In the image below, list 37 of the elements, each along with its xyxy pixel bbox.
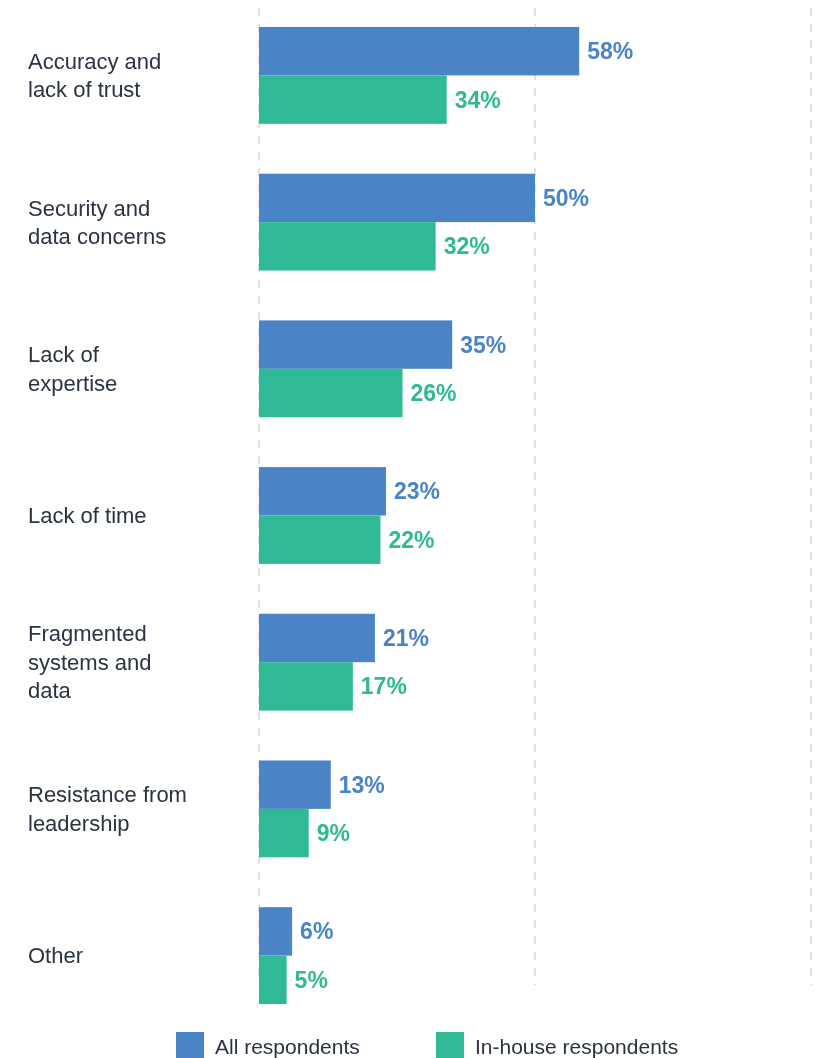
bar [259, 760, 331, 809]
bar [259, 222, 436, 271]
bar [259, 808, 309, 858]
data-label: 34% [454, 86, 501, 113]
y-tick-label: Other [28, 943, 84, 969]
y-tick-label: Fragmented systems and data [28, 621, 152, 704]
data-label: 6% [300, 918, 334, 945]
data-label: 22% [388, 526, 435, 553]
legend-label: In-house respondents [475, 1035, 679, 1058]
data-label: 5% [294, 966, 328, 993]
bar [259, 613, 375, 663]
bar [259, 173, 535, 223]
legend-label: All respondents [215, 1035, 360, 1058]
y-tick-label: Lack of expertise [28, 342, 118, 396]
bar [259, 27, 580, 76]
data-label: 9% [316, 820, 350, 847]
data-label: 17% [360, 673, 407, 700]
bar [259, 320, 453, 369]
bar [259, 75, 447, 124]
y-tick-label: Accuracy and lack of trust [28, 48, 162, 103]
data-label: 58% [587, 38, 634, 65]
bar [259, 515, 381, 564]
y-tick-label: Resistance from leadership [28, 782, 187, 836]
data-label: 21% [382, 625, 429, 652]
data-label: 32% [443, 233, 490, 260]
bar [259, 955, 287, 1004]
bar [259, 907, 293, 956]
bar [259, 467, 386, 516]
y-tick-label: Security and data concerns [28, 195, 167, 250]
data-label: 35% [460, 331, 507, 358]
data-label: 13% [338, 771, 385, 798]
data-label: 26% [410, 380, 457, 407]
data-label: 23% [393, 478, 441, 505]
data-label: 50% [543, 184, 590, 211]
bar [259, 662, 353, 711]
y-tick-label: Lack of time [28, 503, 147, 529]
bar [259, 368, 403, 418]
